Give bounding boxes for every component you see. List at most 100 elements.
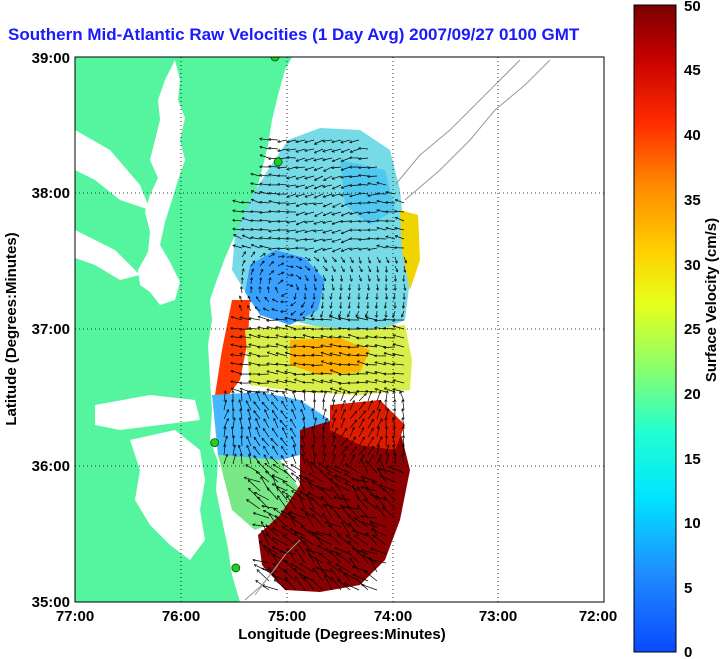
velocity-arrow <box>305 193 315 197</box>
velocity-arrow <box>358 394 366 402</box>
field-west-red <box>215 300 250 400</box>
velocity-arrow <box>324 504 333 519</box>
velocity-arrow <box>245 478 261 483</box>
velocity-arrow <box>224 427 225 438</box>
velocity-arrow <box>261 155 270 159</box>
velocity-arrow <box>384 347 396 348</box>
velocity-arrow <box>322 265 327 271</box>
velocity-arrow <box>267 337 279 338</box>
velocity-arrow <box>386 237 396 240</box>
velocity-arrow <box>322 256 326 262</box>
velocity-arrow <box>335 476 351 483</box>
velocity-arrow <box>385 445 389 456</box>
station-marker <box>273 157 283 167</box>
velocity-arrow <box>377 310 378 317</box>
velocity-arrow <box>278 221 288 222</box>
velocity-arrow <box>303 365 315 366</box>
velocity-arrow <box>359 247 369 250</box>
velocity-arrow <box>395 274 396 281</box>
velocity-arrow <box>362 550 378 555</box>
velocity-arrow <box>291 420 297 429</box>
velocity-arrow <box>241 391 242 402</box>
velocity-arrow <box>282 447 288 456</box>
velocity-arrow <box>313 409 315 420</box>
velocity-arrow <box>323 229 333 233</box>
velocity-arrow <box>333 184 342 189</box>
velocity-arrow <box>305 211 315 214</box>
velocity-arrow <box>349 437 355 447</box>
velocity-arrow <box>358 438 364 447</box>
velocity-arrow <box>281 438 288 447</box>
y-tick-label: 38:00 <box>32 185 70 202</box>
velocity-arrow <box>376 301 377 308</box>
velocity-arrow <box>278 139 288 142</box>
velocity-arrow <box>273 446 279 456</box>
velocity-arrow <box>241 287 242 294</box>
velocity-arrow <box>386 192 396 195</box>
velocity-arrow <box>332 238 342 242</box>
bathymetry-contours <box>244 59 551 601</box>
velocity-arrow <box>317 486 333 492</box>
velocity-arrow <box>329 534 342 546</box>
velocity-arrow <box>278 496 288 510</box>
velocity-arrow <box>288 193 297 197</box>
velocity-arrow <box>251 183 261 186</box>
velocity-arrow <box>233 201 243 204</box>
velocity-arrow <box>262 439 270 447</box>
velocity-arrow <box>367 411 374 420</box>
velocity-arrow <box>346 535 360 546</box>
velocity-arrow <box>283 428 288 438</box>
velocity-arrow <box>310 474 324 483</box>
velocity-arrow <box>271 439 279 447</box>
velocity-arrow <box>357 497 369 510</box>
velocity-arrow <box>256 392 261 402</box>
velocity-arrow <box>276 516 288 528</box>
velocity-arrow <box>223 400 226 411</box>
velocity-arrow <box>385 301 386 308</box>
velocity-arrow <box>233 436 234 447</box>
velocity-arrow <box>250 261 255 267</box>
velocity-arrow <box>304 265 310 270</box>
y-axis-label: Latitude (Degrees:Minutes) <box>3 232 20 425</box>
velocity-arrow <box>321 310 324 317</box>
velocity-arrow <box>352 479 369 483</box>
colorbar: 50 45 40 35 30 25 20 15 10 5 0 Surface V… <box>633 0 720 659</box>
velocity-arrow <box>242 269 244 276</box>
velocity-arrow <box>373 535 387 546</box>
velocity-arrow <box>257 297 261 303</box>
velocity-arrow <box>276 353 288 357</box>
velocity-arrow <box>268 271 274 276</box>
velocity-arrow <box>349 447 356 456</box>
velocity-arrow <box>305 175 315 179</box>
velocity-arrow <box>287 220 297 223</box>
velocity-arrow <box>269 278 270 285</box>
velocity-arrow <box>340 401 345 411</box>
velocity-arrow <box>296 148 306 152</box>
x-tick-label: 73:00 <box>479 608 517 625</box>
velocity-arrow <box>342 148 351 152</box>
velocity-arrow <box>287 229 297 231</box>
velocity-arrow <box>301 536 315 546</box>
colorbar-tick: 40 <box>684 127 701 144</box>
velocity-arrow <box>232 317 243 321</box>
velocity-arrow <box>250 335 261 339</box>
velocity-arrow <box>287 175 297 178</box>
velocity-arrow <box>341 221 351 222</box>
velocity-arrow <box>265 464 279 474</box>
velocity-arrow <box>335 467 351 474</box>
velocity-arrow <box>267 381 279 384</box>
velocity-arrow <box>249 418 252 429</box>
velocity-arrow <box>273 484 288 492</box>
velocity-arrow <box>322 353 333 357</box>
velocity-arrow <box>242 202 252 203</box>
velocity-arrow <box>269 514 279 528</box>
velocity-arrow <box>269 166 279 167</box>
velocity-arrow <box>368 212 378 213</box>
albemarle-sound <box>95 395 200 430</box>
velocity-arrow <box>291 529 306 537</box>
velocity-arrow <box>312 347 324 348</box>
velocity-arrow <box>350 185 360 186</box>
velocity-arrow <box>290 512 306 519</box>
velocity-arrow <box>273 411 279 420</box>
velocity-arrow <box>260 192 270 195</box>
